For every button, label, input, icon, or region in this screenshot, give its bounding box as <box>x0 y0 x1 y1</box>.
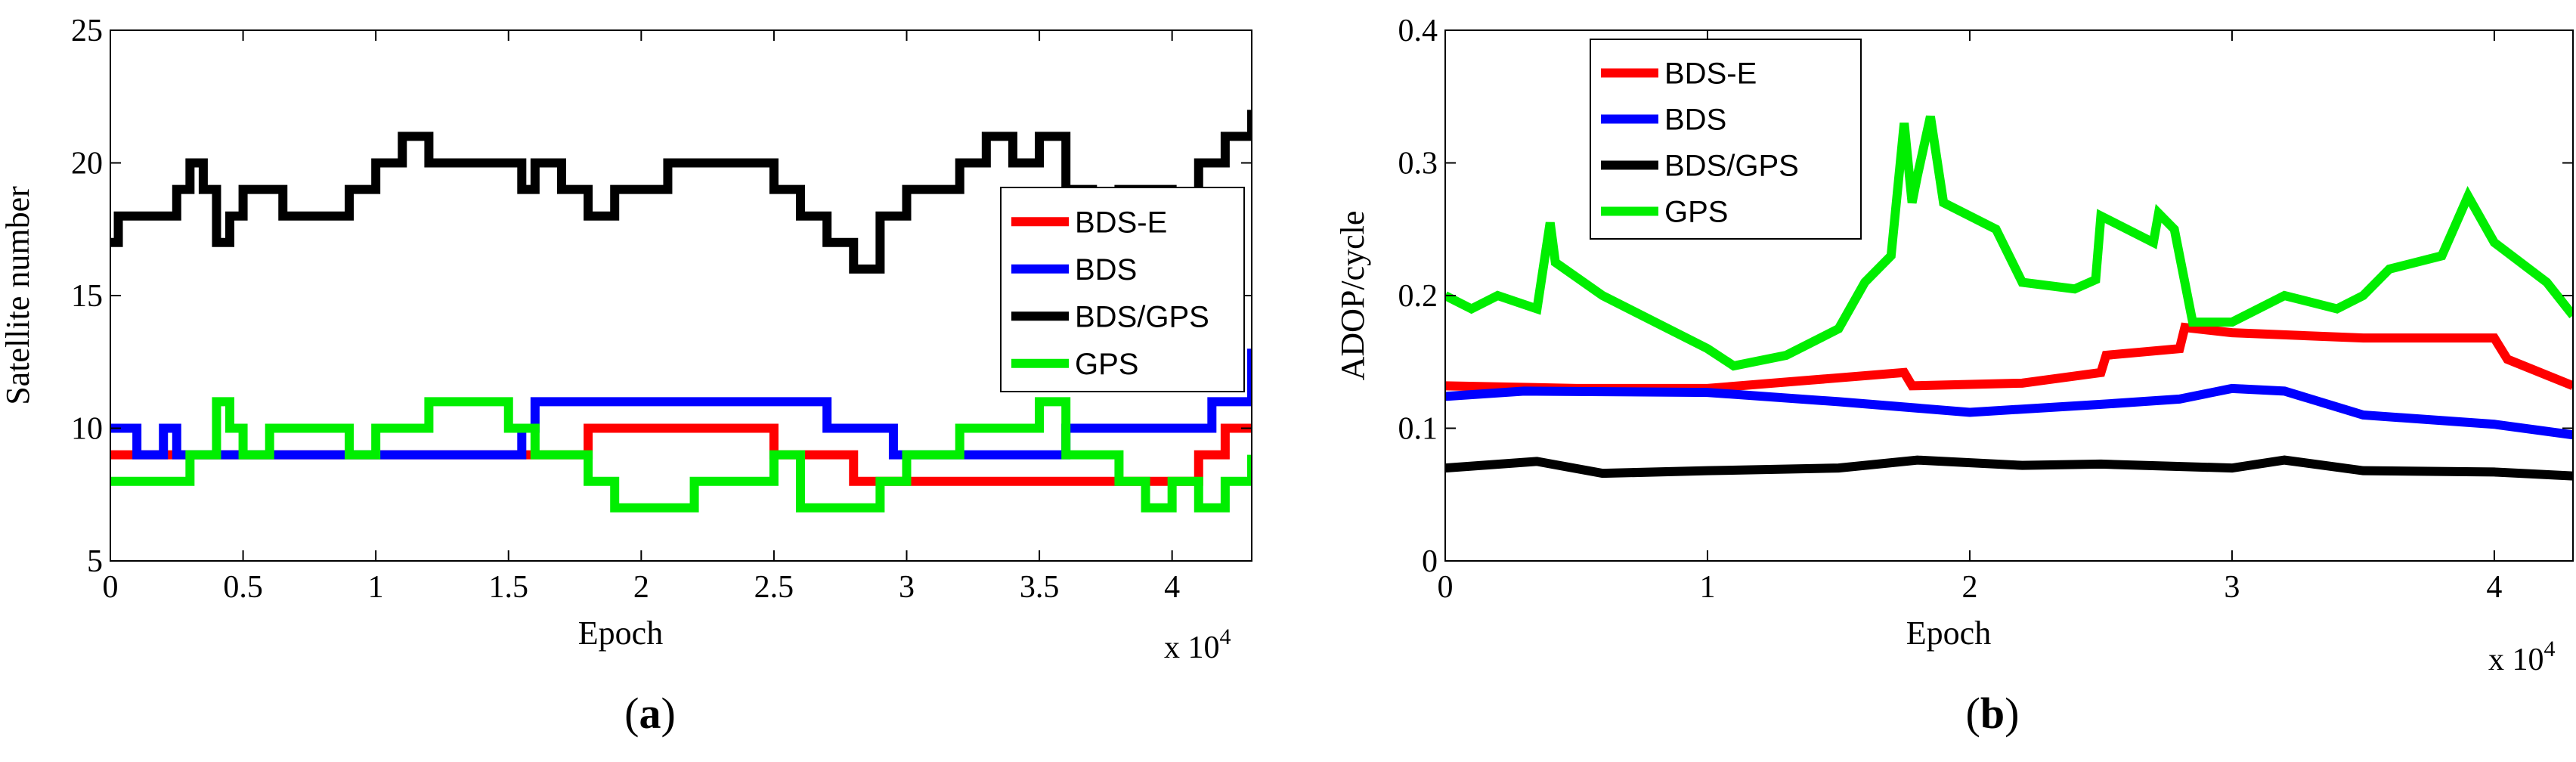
x-tick-label: 1 <box>368 570 384 605</box>
y-tick-label: 0 <box>1422 544 1438 579</box>
x-tick-label: 1.5 <box>488 570 528 605</box>
legend-label-bds-e: BDS-E <box>1075 206 1167 239</box>
series-line-bds-gps <box>1445 455 2573 481</box>
panel-b: 0 1 2 3 4 0 0.1 0.2 0.3 0.4 Epoch ADOP/cycle x 104 BD… <box>1288 0 2576 762</box>
plot-area-a <box>110 110 1252 513</box>
panel-a: 0 0.5 1 1.5 2 2.5 3 3.5 4 5 10 15 20 25 Epoch Satellite… <box>0 14 1252 738</box>
chart-a-svg: 0 0.5 1 1.5 2 2.5 3 3.5 4 5 10 15 20 25 Epoch Satellite… <box>0 14 1252 665</box>
y-axis-label: ADOP/cycle <box>1334 211 1371 381</box>
legend-label-bds-gps: BDS/GPS <box>1664 150 1799 183</box>
series-line-gps <box>1445 115 2573 371</box>
legend-label-bds-gps: BDS/GPS <box>1075 300 1209 333</box>
y-tick-label: 0.1 <box>1398 412 1438 447</box>
y-tick-label: 15 <box>71 279 103 314</box>
legend-label-bds-e: BDS-E <box>1664 57 1757 91</box>
series-line-gps <box>110 397 1252 513</box>
y-axis-label: Satellite number <box>0 186 36 405</box>
x-tick-label: 2 <box>1961 570 1977 605</box>
series-line-bds <box>110 348 1252 460</box>
x-axis-label: Epoch <box>578 615 663 652</box>
caption-b: (b) <box>1965 689 2020 738</box>
y-tick-label: 0.4 <box>1398 14 1438 48</box>
legend-label-gps: GPS <box>1075 348 1138 381</box>
legend-label-gps: GPS <box>1664 196 1728 229</box>
legend-label-bds: BDS <box>1664 104 1726 137</box>
caption-a: (a) <box>624 689 676 738</box>
y-tick-label: 20 <box>71 147 103 181</box>
x-multiplier-label: x 104 <box>2488 637 2556 677</box>
chart-b-svg: 0 1 2 3 4 0 0.1 0.2 0.3 0.4 Epoch ADOP/cycle x 104 BD… <box>1334 14 2574 677</box>
x-tick-label: 0 <box>1438 570 1454 605</box>
x-axis-label: Epoch <box>1906 615 1991 652</box>
x-tick-label: 3 <box>2224 570 2240 605</box>
y-tick-label: 5 <box>87 544 103 579</box>
plot-area-b <box>1445 115 2573 481</box>
x-tick-label: 4 <box>1164 570 1180 605</box>
series-line-bds-e <box>1445 322 2573 393</box>
y-tick-label: 25 <box>71 14 103 48</box>
x-tick-label: 2 <box>633 570 649 605</box>
series-line-bds <box>1445 383 2573 440</box>
y-tick-label: 10 <box>71 412 103 447</box>
x-tick-label: 1 <box>1699 570 1715 605</box>
x-tick-label: 2.5 <box>754 570 794 605</box>
x-tick-label: 4 <box>2486 570 2502 605</box>
x-tick-label: 3 <box>899 570 915 605</box>
x-tick-label: 0.5 <box>223 570 263 605</box>
x-tick-label: 3.5 <box>1020 570 1060 605</box>
x-tick-label: 0 <box>103 570 119 605</box>
x-multiplier-label: x 104 <box>1164 624 1231 665</box>
y-tick-label: 0.2 <box>1398 279 1438 314</box>
y-tick-label: 0.3 <box>1398 147 1438 181</box>
legend-label-bds: BDS <box>1075 253 1137 287</box>
